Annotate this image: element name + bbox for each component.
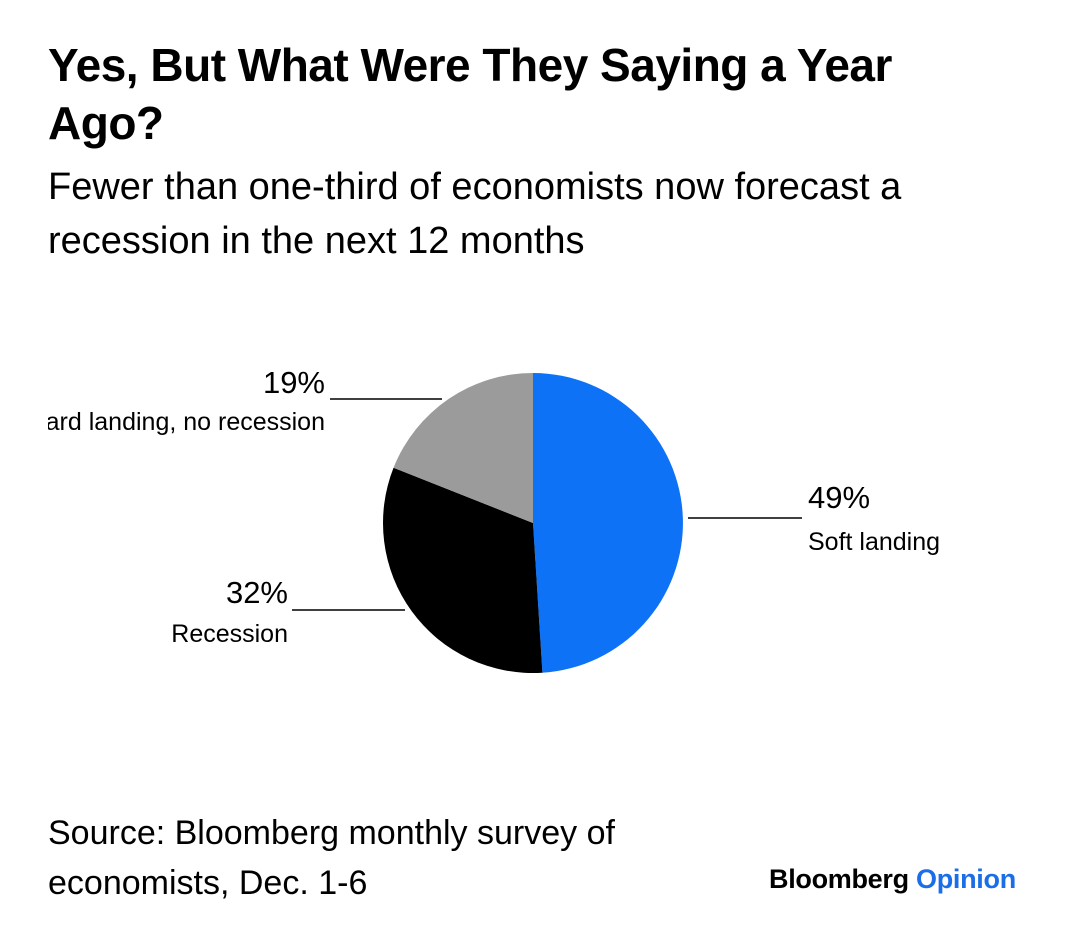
slice-name-label: Soft landing [808, 528, 940, 556]
slice-value-label: 49% [808, 480, 870, 515]
pie-chart: 49% Soft landing 32% Recession 19% Hard landi… [28, 365, 940, 673]
pie-slice-soft-landing [533, 373, 683, 673]
chart-title: Yes, But What Were They Saying a Year Ag… [48, 39, 892, 149]
pie-slice-recession [382, 467, 543, 673]
logo-brand: Bloomberg [769, 864, 909, 894]
chart-subtitle: Fewer than one-third of economists now f… [48, 166, 902, 262]
logo-section: Opinion [916, 864, 1016, 894]
slice-value-label: 19% [263, 365, 325, 400]
bloomberg-opinion-logo: Bloomberg Opinion [769, 864, 1016, 895]
source-note: Source: Bloomberg monthly survey of econ… [48, 814, 615, 902]
slice-name-label: Hard landing, no recession [28, 408, 325, 436]
slice-name-label: Recession [171, 620, 288, 648]
pie-slice-hard-landing-no-recession [393, 373, 533, 523]
slice-value-label: 32% [226, 575, 288, 610]
